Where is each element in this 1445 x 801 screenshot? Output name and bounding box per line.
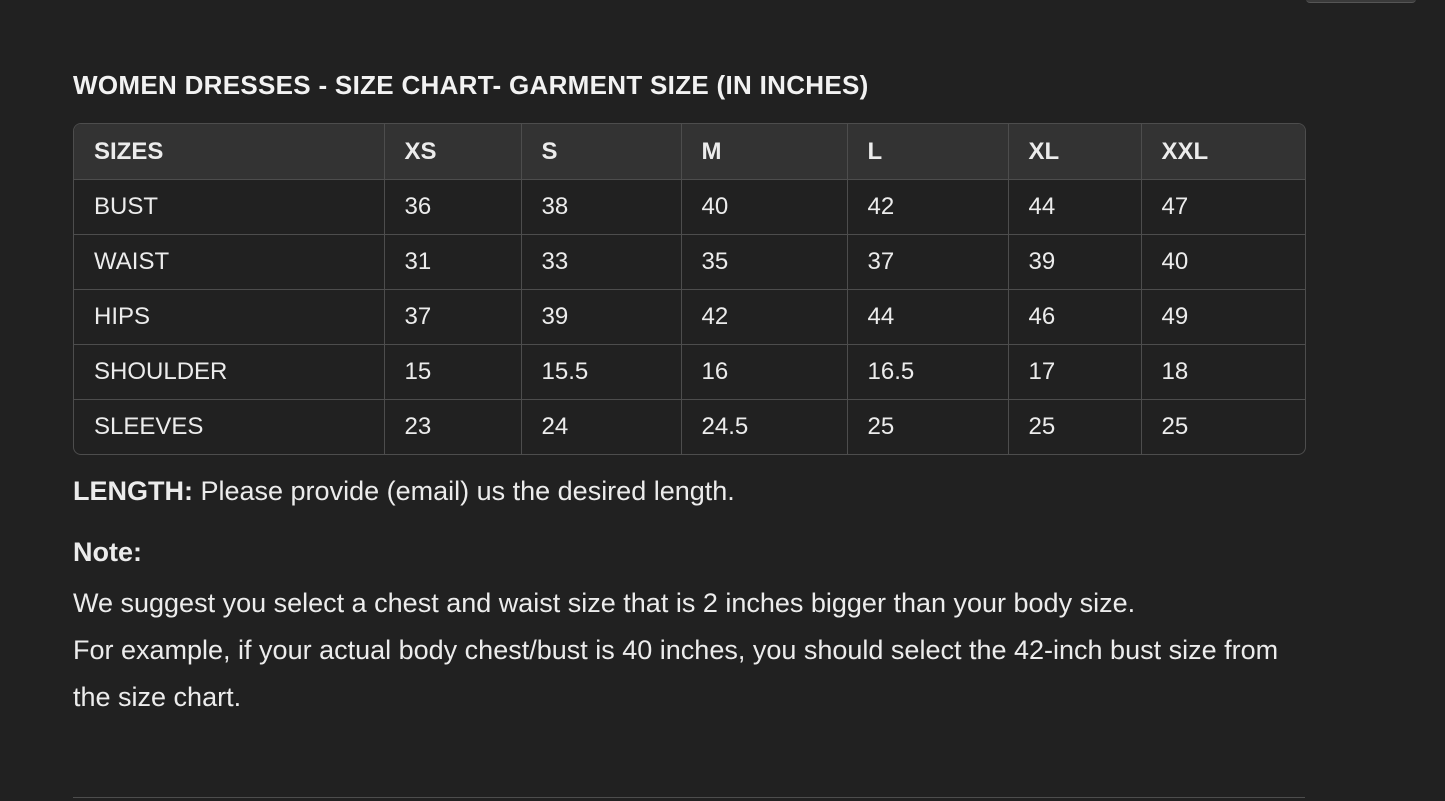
- table-row: HIPS 37 39 42 44 46 49: [74, 289, 1305, 345]
- table-cell: 36: [384, 179, 522, 235]
- row-label: WAIST: [74, 234, 385, 290]
- table-cell: 37: [847, 234, 1009, 290]
- table-cell: 16.5: [847, 344, 1009, 400]
- table-cell: 15: [384, 344, 522, 400]
- column-header: XL: [1008, 124, 1142, 180]
- table-row: SLEEVES 23 24 24.5 25 25 25: [74, 399, 1305, 454]
- table-cell: 15.5: [521, 344, 682, 400]
- divider: [73, 797, 1305, 798]
- column-header: M: [681, 124, 848, 180]
- table-row: WAIST 31 33 35 37 39 40: [74, 234, 1305, 290]
- table-cell: 39: [521, 289, 682, 345]
- table-cell: 46: [1008, 289, 1142, 345]
- table-cell: 44: [847, 289, 1009, 345]
- page-title: WOMEN DRESSES - SIZE CHART- GARMENT SIZE…: [73, 70, 869, 100]
- row-label: HIPS: [74, 289, 385, 345]
- table-cell: 37: [384, 289, 522, 345]
- table-cell: 47: [1141, 179, 1305, 235]
- length-value: Please provide (email) us the desired le…: [192, 476, 735, 506]
- table-cell: 33: [521, 234, 682, 290]
- note-line: For example, if your actual body chest/b…: [73, 635, 1279, 712]
- table-cell: 16: [681, 344, 848, 400]
- table-row: SHOULDER 15 15.5 16 16.5 17 18: [74, 344, 1305, 400]
- size-chart-table: SIZES XS S M L XL XXL BUST 36 38 40 42 44 47 WAIST 31 3…: [73, 123, 1306, 455]
- note-text: We suggest you select a chest and waist …: [73, 580, 1323, 721]
- table-cell: 49: [1141, 289, 1305, 345]
- length-text: LENGTH: Please provide (email) us the de…: [73, 476, 735, 507]
- table-cell: 38: [521, 179, 682, 235]
- table-cell: 40: [681, 179, 848, 235]
- table-cell: 24: [521, 399, 682, 454]
- table-cell: 31: [384, 234, 522, 290]
- note-label: Note:: [73, 537, 142, 567]
- table-cell: 40: [1141, 234, 1305, 290]
- row-label: SHOULDER: [74, 344, 385, 400]
- table-cell: 18: [1141, 344, 1305, 400]
- column-header: XS: [384, 124, 522, 180]
- note-line: We suggest you select a chest and waist …: [73, 588, 1136, 618]
- table-cell: 24.5: [681, 399, 848, 454]
- table-cell: 23: [384, 399, 522, 454]
- row-label: BUST: [74, 179, 385, 235]
- row-label: SLEEVES: [74, 399, 385, 454]
- table-cell: 44: [1008, 179, 1142, 235]
- table-cell: 35: [681, 234, 848, 290]
- table-cell: 42: [681, 289, 848, 345]
- table-cell: 39: [1008, 234, 1142, 290]
- table-cell: 25: [1161, 413, 1189, 440]
- table-header-row: SIZES XS S M L XL XXL: [74, 124, 1305, 180]
- table-cell: 25: [847, 399, 1009, 454]
- column-header: S: [521, 124, 682, 180]
- length-label: LENGTH:: [73, 476, 193, 506]
- table-cell: 17: [1008, 344, 1142, 400]
- table-cell: 25: [1008, 399, 1142, 454]
- top-button-edge[interactable]: [1306, 0, 1416, 3]
- column-header: SIZES: [74, 124, 385, 180]
- column-header: XXL: [1141, 124, 1305, 180]
- column-header: L: [847, 124, 1009, 180]
- table-row: BUST 36 38 40 42 44 47: [74, 179, 1305, 235]
- table-cell: 42: [847, 179, 1009, 235]
